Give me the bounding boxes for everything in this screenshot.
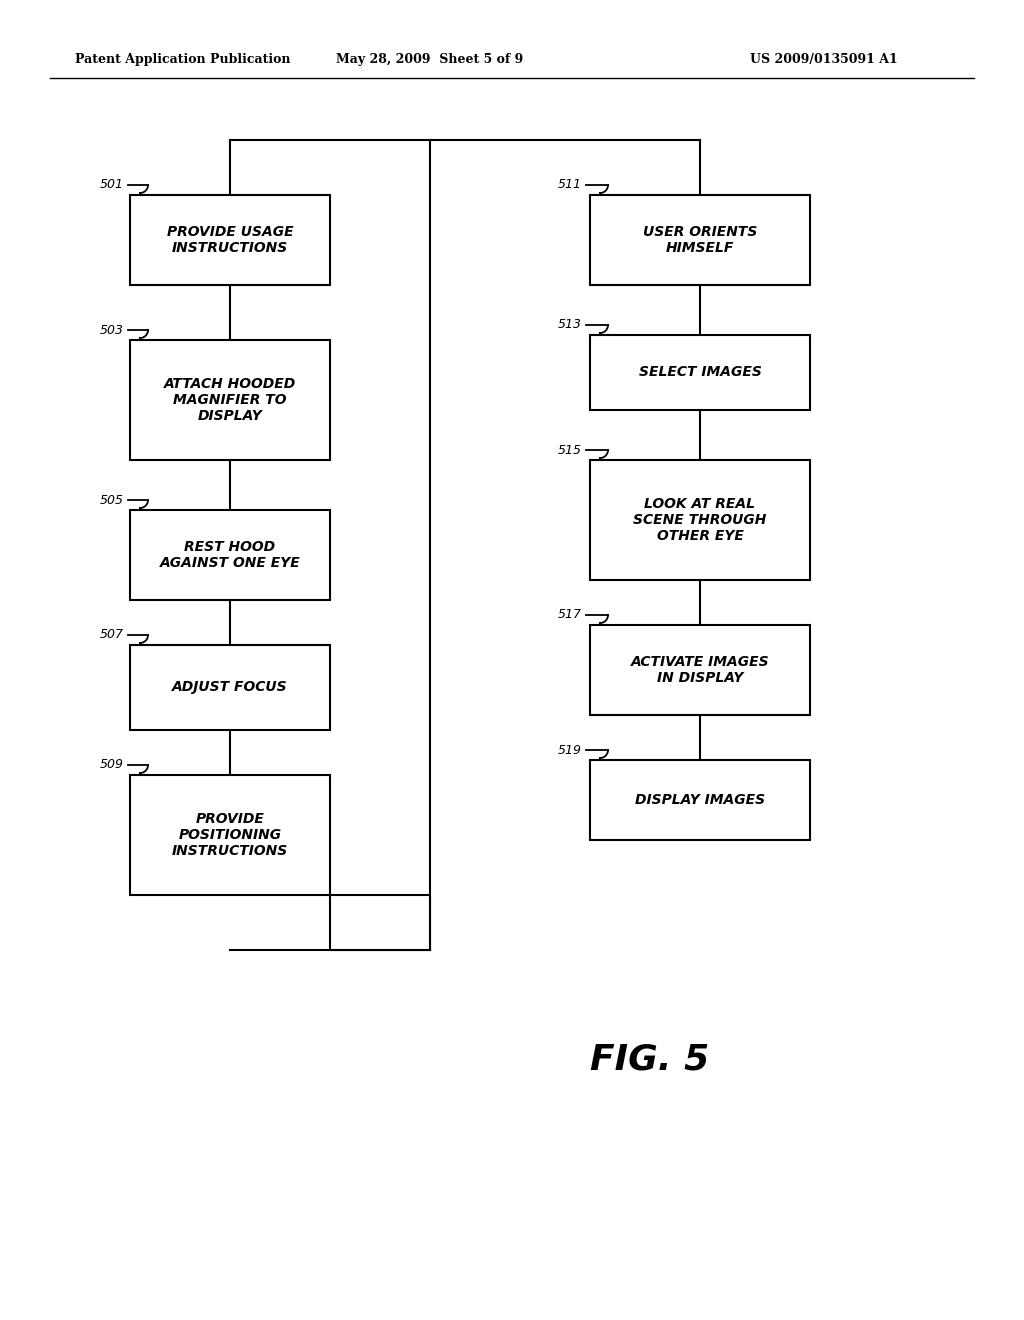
Bar (590, 760, 810, 840)
Text: PROVIDE
POSITIONING
INSTRUCTIONS: PROVIDE POSITIONING INSTRUCTIONS (172, 812, 288, 858)
Text: LOOK AT REAL
SCENE THROUGH
OTHER EYE: LOOK AT REAL SCENE THROUGH OTHER EYE (633, 496, 767, 544)
Text: 507: 507 (100, 628, 124, 642)
Text: US 2009/0135091 A1: US 2009/0135091 A1 (750, 54, 898, 66)
Bar (590, 195, 810, 285)
Bar (590, 624, 810, 715)
Text: 501: 501 (100, 178, 124, 191)
Text: DISPLAY IMAGES: DISPLAY IMAGES (635, 793, 765, 807)
Text: 513: 513 (558, 318, 582, 331)
Bar (590, 335, 810, 411)
Bar (130, 341, 330, 459)
Bar (590, 459, 810, 579)
Text: 519: 519 (558, 743, 582, 756)
Text: 517: 517 (558, 609, 582, 622)
Bar (130, 195, 330, 285)
Text: 511: 511 (558, 178, 582, 191)
Bar (130, 775, 330, 895)
Text: 515: 515 (558, 444, 582, 457)
Bar (130, 510, 330, 601)
Text: REST HOOD
AGAINST ONE EYE: REST HOOD AGAINST ONE EYE (160, 540, 300, 570)
Bar (330, 895, 430, 950)
Text: FIG. 5: FIG. 5 (591, 1043, 710, 1077)
Text: ACTIVATE IMAGES
IN DISPLAY: ACTIVATE IMAGES IN DISPLAY (631, 655, 769, 685)
Text: 505: 505 (100, 494, 124, 507)
Bar (130, 645, 330, 730)
Text: USER ORIENTS
HIMSELF: USER ORIENTS HIMSELF (643, 224, 757, 255)
Text: 503: 503 (100, 323, 124, 337)
Text: 509: 509 (100, 759, 124, 771)
Text: May 28, 2009  Sheet 5 of 9: May 28, 2009 Sheet 5 of 9 (336, 54, 523, 66)
Text: Patent Application Publication: Patent Application Publication (75, 54, 291, 66)
Text: ATTACH HOODED
MAGNIFIER TO
DISPLAY: ATTACH HOODED MAGNIFIER TO DISPLAY (164, 376, 296, 424)
Text: ADJUST FOCUS: ADJUST FOCUS (172, 681, 288, 694)
Text: PROVIDE USAGE
INSTRUCTIONS: PROVIDE USAGE INSTRUCTIONS (167, 224, 293, 255)
Text: SELECT IMAGES: SELECT IMAGES (639, 366, 762, 380)
